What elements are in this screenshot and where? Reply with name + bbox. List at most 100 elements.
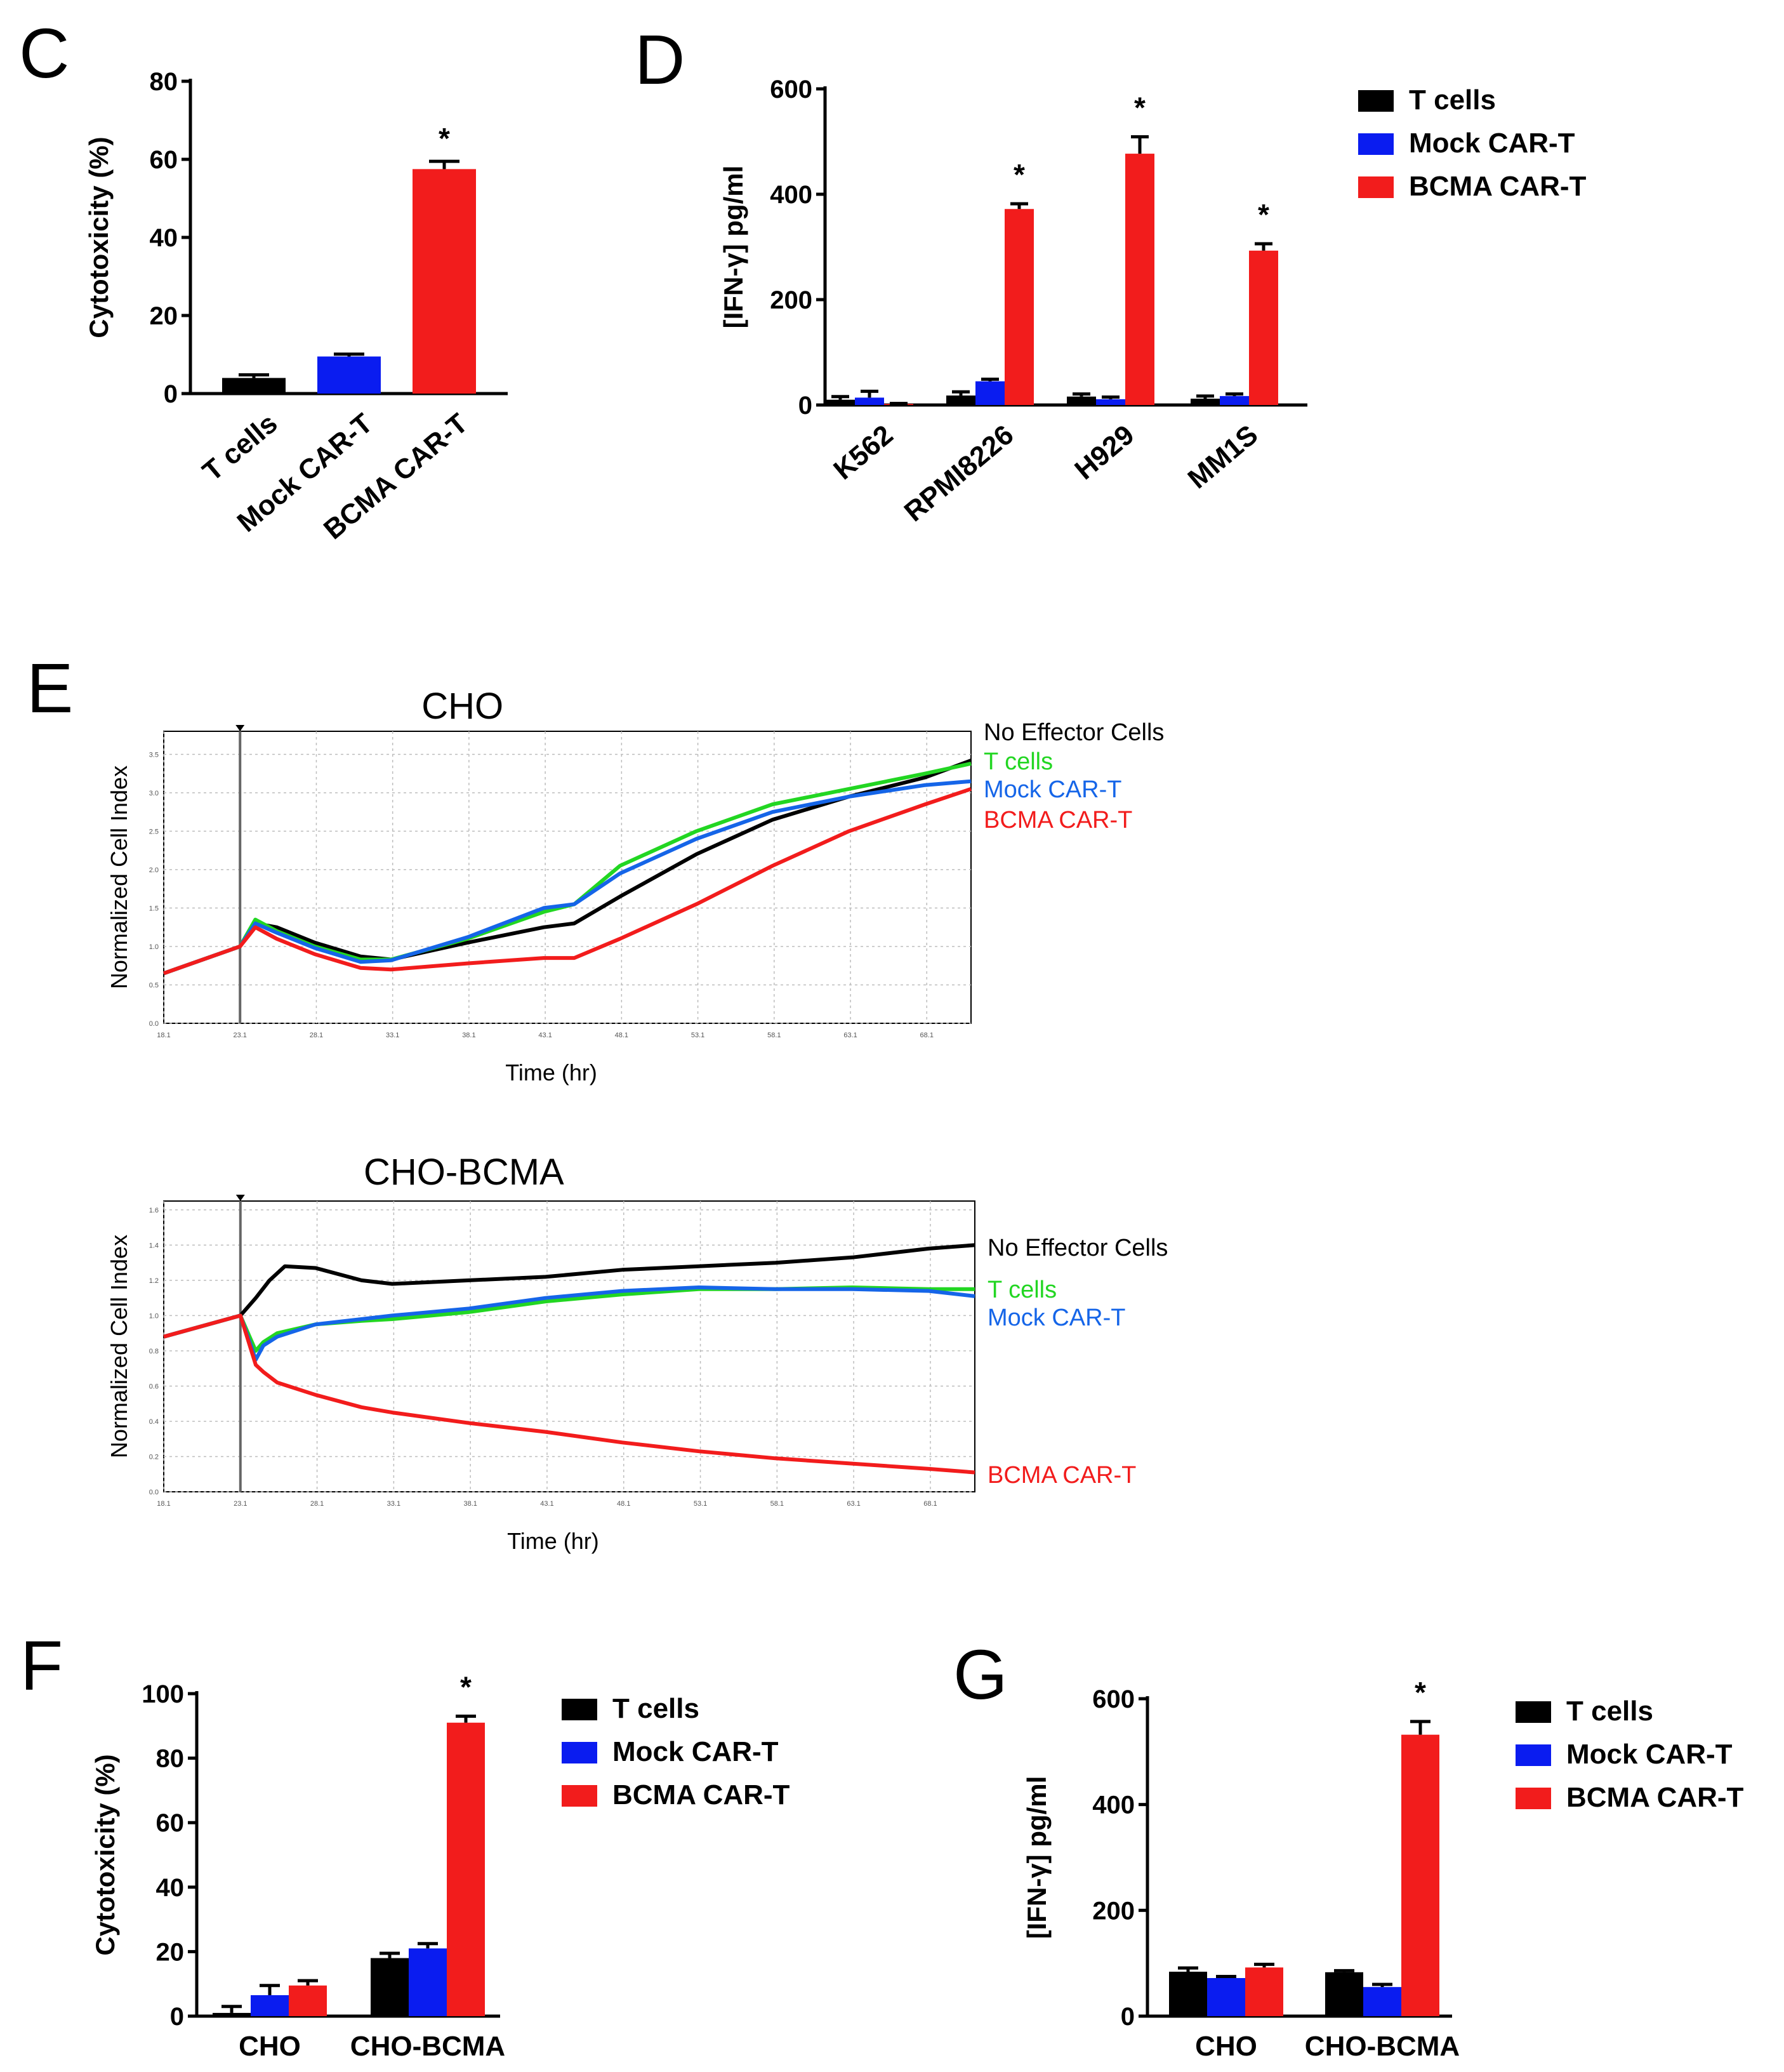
bar: [1249, 250, 1278, 405]
y-tick-label: 1.2: [149, 1277, 159, 1285]
y-tick-label: 20: [156, 1938, 185, 1966]
x-tick-label: 33.1: [387, 1500, 400, 1508]
bar: [447, 1722, 485, 2016]
chart-e-cho-realtime: 0.0 0.5 1.0 1.5 2.0 2.5 3.0 3.5 18.1 23.1 28.1 33.1…: [106, 686, 1164, 1086]
y-tick-label: 80: [156, 1745, 185, 1773]
series-label: Mock CAR-T: [984, 776, 1121, 803]
legend-label: Mock CAR-T: [1566, 1739, 1733, 1770]
series-line: [163, 1313, 975, 1475]
y-axis-title: Cytotoxicity (%): [84, 136, 114, 338]
legend-label: T cells: [1566, 1696, 1653, 1727]
panel-letter-c: C: [19, 15, 69, 93]
bar: [1325, 1972, 1363, 2016]
bar: [289, 1985, 327, 2016]
bar: [1401, 1734, 1439, 2016]
y-axis-title: Normalized Cell Index: [106, 766, 132, 989]
chart-title: CHO: [421, 686, 503, 727]
series-line: [163, 1285, 975, 1362]
y-tick-label: 40: [150, 224, 178, 252]
bar: [1067, 396, 1096, 405]
x-category-label: CHO-BCMA: [1305, 2031, 1460, 2062]
y-axis-title: [IFN-γ] pg/ml: [1022, 1776, 1052, 1939]
legend-label: T cells: [612, 1693, 699, 1724]
chart-f-cytotoxicity-cho: 0 20 40 60 80 100 Cytotoxicity (%) CHO * CHO-BCMA…: [90, 1671, 790, 2062]
y-tick-label: 40: [156, 1874, 185, 1902]
x-tick-label: 68.1: [920, 1032, 934, 1039]
x-tick-label: 38.1: [462, 1032, 475, 1039]
plot-frame: [163, 731, 972, 1024]
bar: [1220, 395, 1249, 405]
y-tick-label: 1.4: [149, 1242, 159, 1249]
x-category-label: T cells: [197, 408, 283, 488]
y-tick-label: 2.0: [149, 867, 159, 874]
x-tick-label: 18.1: [157, 1032, 170, 1039]
bar: [826, 399, 855, 405]
y-tick-label: 20: [150, 302, 178, 330]
y-tick-label: 100: [142, 1680, 184, 1708]
x-tick-label: 68.1: [923, 1500, 937, 1508]
x-tick-label: 33.1: [386, 1032, 399, 1039]
bar: [317, 356, 381, 394]
y-tick-label: 1.0: [149, 1312, 159, 1320]
y-tick-label: 0: [164, 380, 178, 408]
significance-marker: *: [1134, 91, 1146, 124]
y-tick-label: 0.5: [149, 981, 159, 989]
chart-d-ifn-gamma-myeloma: 0 200 400 600 [IFN-γ] pg/ml K562 * RPMI8226 * H92…: [718, 76, 1587, 528]
significance-marker: *: [460, 1671, 472, 1704]
x-category-label: RPMI8226: [899, 419, 1020, 528]
y-tick-label: 60: [156, 1809, 185, 1837]
y-axis-title: [IFN-γ] pg/ml: [718, 166, 748, 329]
panel-letter-g: G: [953, 1636, 1008, 1714]
x-tick-label: 23.1: [234, 1500, 247, 1508]
x-tick-label: 63.1: [843, 1032, 857, 1039]
bar: [409, 1948, 447, 2016]
legend-label: BCMA CAR-T: [612, 1779, 790, 1810]
y-tick-label: 600: [1092, 1685, 1135, 1713]
chart-e-cho-bcma-realtime: 0.0 0.2 0.4 0.6 0.8 1.0 1.2 1.4 1.6 18.1 23.1 28.1 3…: [106, 1152, 1168, 1554]
x-tick-label: 43.1: [538, 1032, 552, 1039]
x-tick-label: 23.1: [234, 1032, 247, 1039]
legend-label: Mock CAR-T: [612, 1736, 779, 1767]
treatment-marker-icon: [235, 1195, 245, 1201]
x-tick-label: 58.1: [770, 1500, 784, 1508]
series-line: [163, 779, 972, 976]
legend-swatch: [562, 1699, 597, 1720]
series-label: T cells: [984, 748, 1053, 775]
bar: [1191, 399, 1220, 405]
treatment-marker-icon: [235, 725, 245, 731]
series-line: [163, 1243, 975, 1339]
x-tick-label: 53.1: [694, 1500, 707, 1508]
significance-marker: *: [1415, 1676, 1426, 1709]
panel-letter-f: F: [20, 1627, 63, 1705]
significance-marker: *: [1014, 158, 1025, 191]
x-category-label: CHO: [239, 2031, 301, 2062]
chart-g-ifn-gamma-cho: 0 200 400 600 [IFN-γ] pg/ml CHO * CHO-BCMA T cel…: [1022, 1676, 1744, 2062]
y-tick-label: 3.5: [149, 751, 159, 759]
legend-swatch: [1358, 90, 1394, 112]
x-category-label: CHO-BCMA: [350, 2031, 505, 2062]
x-tick-label: 18.1: [157, 1500, 170, 1508]
x-tick-label: 58.1: [767, 1032, 781, 1039]
x-tick-label: 28.1: [310, 1032, 323, 1039]
y-axis-title: Normalized Cell Index: [106, 1235, 132, 1458]
x-tick-label: 48.1: [615, 1032, 628, 1039]
y-tick-label: 3.0: [149, 790, 159, 797]
bar: [1169, 1972, 1207, 2016]
legend-swatch: [1358, 176, 1394, 198]
significance-marker: *: [1258, 198, 1269, 231]
y-tick-label: 200: [770, 286, 812, 314]
significance-marker: *: [439, 122, 450, 155]
panel-letter-e: E: [27, 649, 73, 727]
bar: [222, 378, 286, 394]
y-tick-label: 0.0: [149, 1489, 159, 1496]
bar: [1125, 154, 1154, 405]
series-label: No Effector Cells: [984, 719, 1164, 746]
x-axis-title: Time (hr): [505, 1059, 597, 1086]
x-category-label: H929: [1069, 419, 1140, 486]
y-tick-label: 0.8: [149, 1348, 159, 1355]
y-tick-label: 400: [770, 181, 812, 209]
plot-frame: [163, 1200, 975, 1492]
x-tick-label: 53.1: [691, 1032, 704, 1039]
